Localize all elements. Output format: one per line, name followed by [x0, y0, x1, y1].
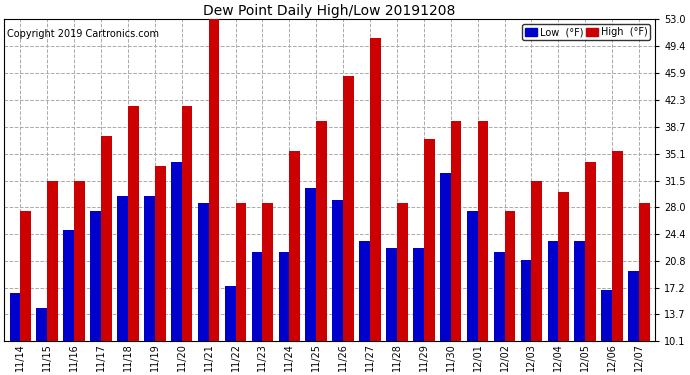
Bar — [155, 166, 166, 342]
Bar — [252, 252, 262, 342]
Bar — [531, 181, 542, 342]
Bar — [289, 151, 300, 342]
Bar — [397, 203, 408, 342]
Bar — [37, 308, 47, 342]
Bar — [333, 200, 343, 342]
Bar — [128, 106, 139, 342]
Bar — [451, 121, 462, 342]
Bar — [343, 76, 354, 342]
Bar — [504, 211, 515, 342]
Bar — [235, 203, 246, 342]
Bar — [424, 140, 435, 342]
Bar — [467, 211, 477, 342]
Bar — [585, 162, 596, 342]
Bar — [477, 121, 489, 342]
Bar — [440, 173, 451, 342]
Bar — [225, 286, 235, 342]
Bar — [144, 196, 155, 342]
Bar — [548, 241, 558, 342]
Bar — [47, 181, 58, 342]
Bar — [575, 241, 585, 342]
Bar — [558, 192, 569, 342]
Bar — [181, 106, 193, 342]
Title: Dew Point Daily High/Low 20191208: Dew Point Daily High/Low 20191208 — [204, 4, 456, 18]
Bar — [279, 252, 289, 342]
Bar — [316, 121, 327, 342]
Bar — [74, 181, 85, 342]
Bar — [198, 203, 208, 342]
Bar — [208, 20, 219, 342]
Bar — [494, 252, 504, 342]
Bar — [306, 188, 316, 342]
Bar — [90, 211, 101, 342]
Bar — [20, 211, 31, 342]
Bar — [612, 151, 623, 342]
Bar — [101, 136, 112, 342]
Bar — [359, 241, 370, 342]
Legend: Low  (°F), High  (°F): Low (°F), High (°F) — [522, 24, 650, 40]
Bar — [413, 248, 424, 342]
Bar — [602, 290, 612, 342]
Bar — [629, 271, 639, 342]
Bar — [171, 162, 181, 342]
Bar — [262, 203, 273, 342]
Bar — [63, 230, 74, 342]
Bar — [521, 260, 531, 342]
Bar — [10, 293, 20, 342]
Bar — [117, 196, 128, 342]
Bar — [370, 38, 381, 342]
Text: Copyright 2019 Cartronics.com: Copyright 2019 Cartronics.com — [8, 29, 159, 39]
Bar — [386, 248, 397, 342]
Bar — [639, 203, 650, 342]
